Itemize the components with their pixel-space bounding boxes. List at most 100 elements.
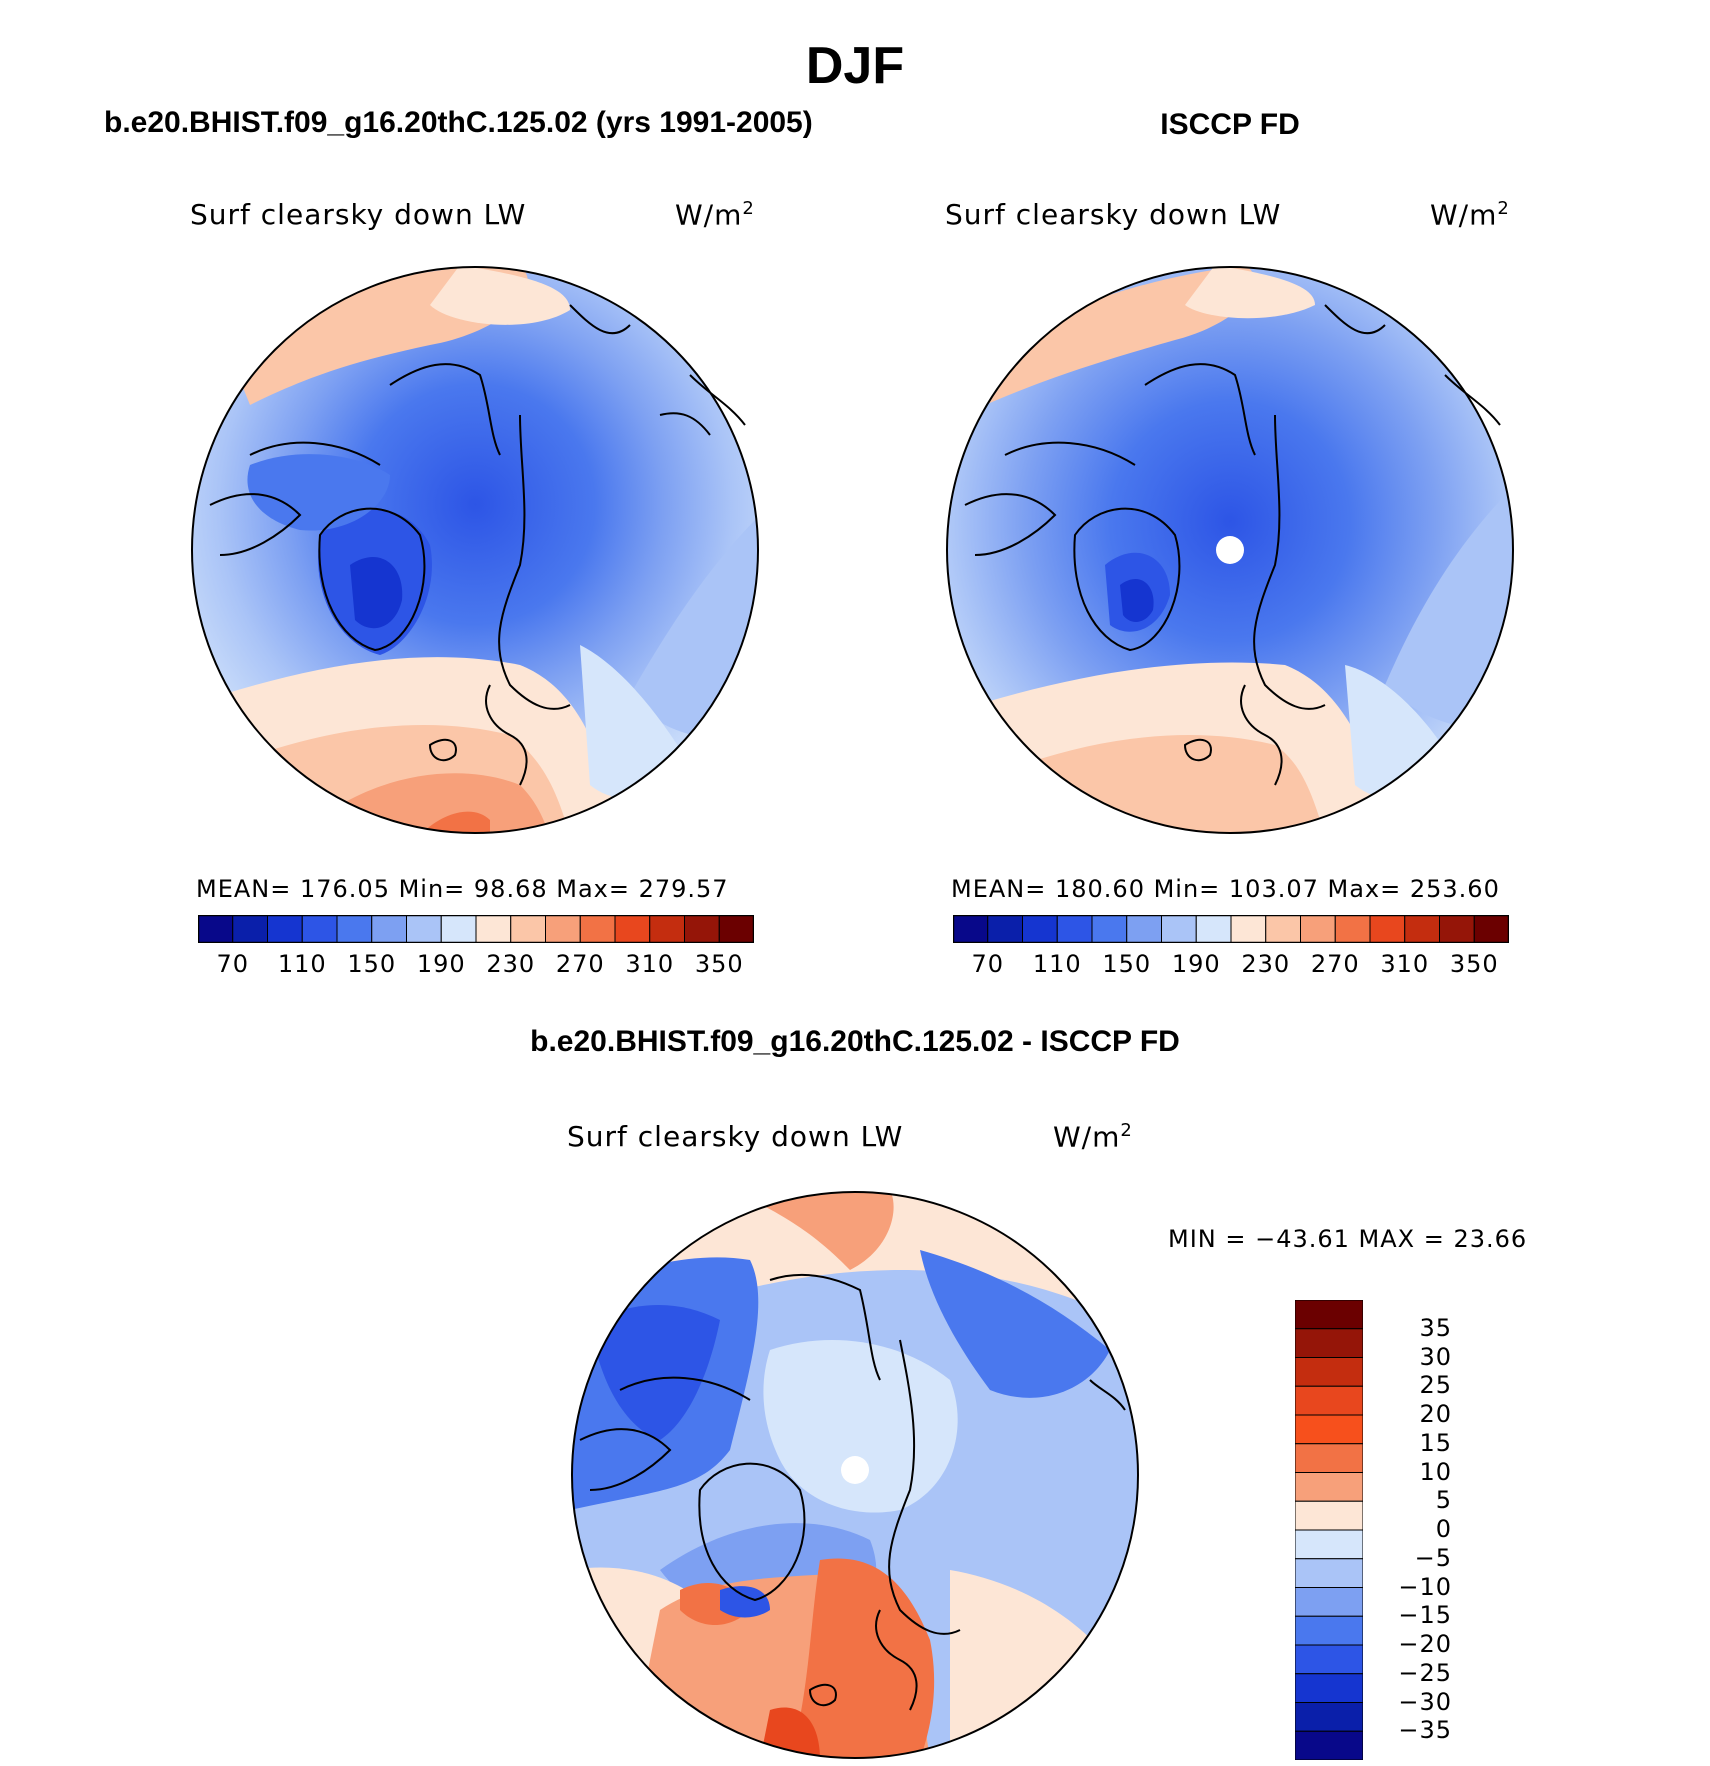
colorbar-swatch: [545, 915, 581, 943]
colorbar-tick-label: 150: [347, 950, 397, 978]
colorbar-tick-label: −25: [1398, 1658, 1452, 1687]
colorbar-tick-label: 70: [971, 950, 1005, 978]
colorbar-swatch: [649, 915, 685, 943]
colorbar-swatch: [718, 915, 754, 943]
colorbar-swatch: [1022, 915, 1058, 943]
colorbar-swatch: [1056, 915, 1093, 943]
colorbar-swatch: [1295, 1328, 1363, 1358]
colorbar-swatch: [1404, 915, 1440, 943]
diff-colorbar-labels: 35 30 25 20 15 10 5 0 −5 −10 −15 −20 −25 −30 −35: [1372, 1300, 1492, 1760]
colorbar-swatch: [1230, 915, 1267, 943]
diff-colorbar: [1295, 1300, 1363, 1760]
obs-units-label: W/m2: [1430, 198, 1510, 232]
obs-colorbar-labels: 70 110 150 190 230 270 310 350: [953, 950, 1509, 980]
diff-pole-hole: [841, 1456, 869, 1484]
case-map-border: [191, 266, 759, 834]
diff-polar-map: [571, 1191, 1139, 1759]
case-variable-label: Surf clearsky down LW: [190, 198, 527, 231]
colorbar-swatch: [1295, 1558, 1363, 1588]
obs-map-border: [946, 266, 1514, 834]
colorbar-swatch: [198, 915, 234, 943]
figure-title: DJF: [805, 37, 905, 95]
colorbar-swatch: [1295, 1443, 1363, 1473]
colorbar-swatch: [1295, 1702, 1363, 1732]
colorbar-tick-label: 15: [1419, 1428, 1452, 1457]
colorbar-tick-label: 70: [216, 950, 250, 978]
case-colorbar-labels: 70 110 150 190 230 270 310 350: [198, 950, 754, 980]
colorbar-swatch: [1295, 1529, 1363, 1560]
colorbar-swatch: [1295, 1644, 1363, 1675]
colorbar-tick-label: 5: [1435, 1486, 1452, 1515]
colorbar-tick-label: 270: [1310, 950, 1360, 978]
colorbar-swatch: [267, 915, 303, 943]
colorbar-swatch: [1300, 915, 1336, 943]
colorbar-tick-label: 110: [1032, 950, 1082, 978]
colorbar-swatch: [1195, 915, 1232, 943]
obs-panel-header: ISCCP FD: [1160, 108, 1300, 141]
obs-variable-label: Surf clearsky down LW: [945, 198, 1282, 231]
colorbar-tick-label: 350: [1449, 950, 1499, 978]
colorbar-swatch: [579, 915, 616, 943]
colorbar-swatch: [1295, 1673, 1363, 1703]
colorbar-tick-label: −20: [1398, 1630, 1452, 1658]
case-units-label: W/m2: [675, 198, 755, 232]
colorbar-tick-label: 30: [1419, 1342, 1452, 1371]
colorbar-tick-label: 230: [486, 950, 536, 978]
colorbar-swatch: [1295, 1615, 1363, 1646]
colorbar-swatch: [1126, 915, 1162, 943]
case-polar-map: [191, 266, 759, 834]
obs-colorbar: [953, 915, 1509, 943]
colorbar-swatch: [1161, 915, 1197, 943]
colorbar-swatch: [1473, 915, 1509, 943]
colorbar-swatch: [1265, 915, 1301, 943]
case-panel-header: b.e20.BHIST.f09_g16.20thC.125.02 (yrs 19…: [104, 106, 813, 139]
colorbar-tick-label: 230: [1241, 950, 1291, 978]
colorbar-swatch: [510, 915, 546, 943]
diff-stats: MIN = −43.61 MAX = 23.66: [1168, 1225, 1528, 1253]
colorbar-swatch: [1295, 1300, 1363, 1330]
colorbar-tick-label: 270: [555, 950, 605, 978]
colorbar-swatch: [1369, 915, 1406, 943]
colorbar-swatch: [1091, 915, 1128, 943]
colorbar-swatch: [1439, 915, 1475, 943]
colorbar-swatch: [301, 915, 338, 943]
colorbar-tick-label: 110: [277, 950, 327, 978]
colorbar-swatch: [1295, 1414, 1363, 1445]
colorbar-swatch: [1295, 1730, 1363, 1760]
colorbar-tick-label: 310: [625, 950, 675, 978]
colorbar-swatch: [987, 915, 1023, 943]
colorbar-tick-label: −35: [1398, 1716, 1452, 1745]
obs-pole-hole: [1216, 536, 1244, 564]
diff-panel-header: b.e20.BHIST.f09_g16.20thC.125.02 - ISCCP…: [530, 1025, 1180, 1058]
colorbar-tick-label: 20: [1419, 1400, 1452, 1428]
colorbar-tick-label: 10: [1419, 1457, 1452, 1486]
colorbar-tick-label: −30: [1398, 1687, 1452, 1716]
colorbar-tick-label: 25: [1419, 1371, 1452, 1400]
colorbar-swatch: [1295, 1385, 1363, 1416]
colorbar-swatch: [614, 915, 651, 943]
obs-polar-map: [946, 266, 1514, 834]
colorbar-swatch: [1295, 1587, 1363, 1617]
diff-map-border: [571, 1191, 1139, 1759]
colorbar-tick-label: 310: [1380, 950, 1430, 978]
colorbar-swatch: [1334, 915, 1371, 943]
colorbar-tick-label: 190: [416, 950, 466, 978]
colorbar-tick-label: 0: [1435, 1515, 1452, 1543]
diff-variable-label: Surf clearsky down LW: [567, 1120, 904, 1153]
colorbar-swatch: [475, 915, 512, 943]
colorbar-tick-label: 190: [1171, 950, 1221, 978]
colorbar-tick-label: 350: [694, 950, 744, 978]
colorbar-tick-label: −10: [1398, 1572, 1452, 1601]
colorbar-tick-label: 150: [1102, 950, 1152, 978]
case-colorbar: [198, 915, 754, 943]
diff-units-label: W/m2: [1053, 1120, 1133, 1154]
colorbar-swatch: [1295, 1472, 1363, 1502]
colorbar-swatch: [440, 915, 477, 943]
colorbar-swatch: [684, 915, 720, 943]
colorbar-tick-label: −5: [1414, 1543, 1452, 1572]
colorbar-swatch: [406, 915, 442, 943]
colorbar-swatch: [371, 915, 407, 943]
obs-stats: MEAN= 180.60 Min= 103.07 Max= 253.60: [951, 875, 1500, 903]
colorbar-swatch: [953, 915, 989, 943]
colorbar-swatch: [1295, 1357, 1363, 1387]
